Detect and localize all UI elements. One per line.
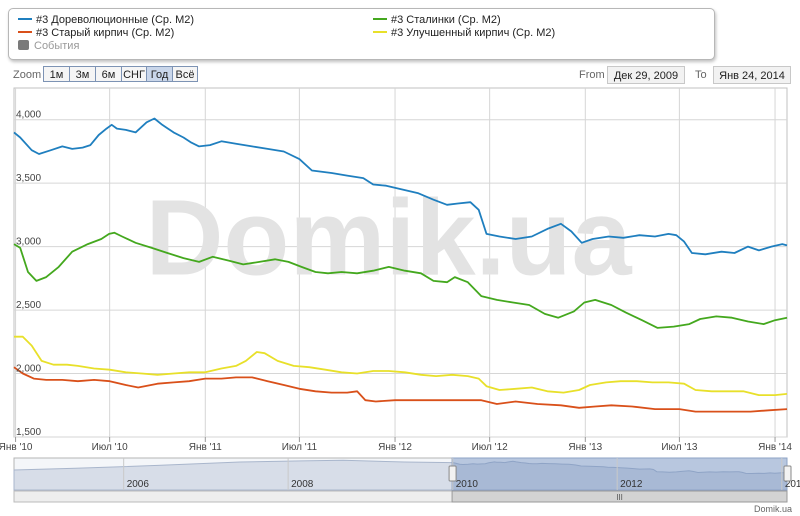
to-label: To (695, 69, 707, 81)
from-date-input[interactable]: Дек 29, 2009 (607, 66, 685, 84)
x-tick-label: Янв '14 (758, 442, 792, 453)
legend-swatch (18, 31, 32, 34)
x-tick-label: Янв '10 (0, 442, 33, 453)
x-tick-label: Июл '13 (661, 442, 698, 453)
x-tick-label: Июл '11 (282, 442, 318, 453)
navigator-handle[interactable] (448, 465, 457, 482)
series-line (14, 335, 788, 396)
legend-swatch (373, 18, 387, 21)
zoom-button[interactable]: 6м (95, 66, 122, 82)
legend-item-dorevolutsionnye[interactable]: #3 Дореволюционные (Ср. М2) (18, 14, 194, 27)
y-tick-label: 3,000 (16, 237, 41, 248)
watermark: Domik.ua (145, 177, 632, 298)
x-tick-label: Июл '12 (472, 442, 509, 453)
from-label: From (579, 69, 605, 81)
scrollbar-thumb[interactable] (451, 490, 788, 503)
y-tick-label: 3,500 (16, 173, 41, 184)
legend-label: События (34, 40, 80, 52)
navigator-label: 2012 (620, 479, 643, 490)
x-tick-label: Июл '10 (92, 442, 129, 453)
legend-label: #3 Дореволюционные (Ср. М2) (36, 14, 195, 26)
scrollbar-grip: III (616, 493, 623, 502)
y-tick-label: 2,500 (16, 300, 41, 311)
zoom-button[interactable]: СНГ (121, 66, 147, 82)
series-line (13, 366, 788, 413)
navigator-label: 2008 (291, 479, 314, 490)
legend-label: #3 Сталинки (Ср. М2) (391, 14, 501, 26)
x-tick-label: Янв '13 (568, 442, 602, 453)
footer-credit: Domik.ua (753, 504, 792, 514)
x-tick-label: Янв '12 (378, 442, 412, 453)
zoom-button[interactable]: Год (146, 66, 173, 82)
plot-area (13, 87, 788, 438)
legend-label: #3 Улучшенный кирпич (Ср. М2) (391, 27, 556, 39)
legend-swatch (18, 18, 32, 21)
y-tick-label: 1,500 (16, 427, 41, 438)
to-date-input[interactable]: Янв 24, 2014 (713, 66, 791, 84)
navigator-label: 2010 (456, 479, 479, 490)
chart-legend: #3 Дореволюционные (Ср. М2) #3 Сталинки … (8, 8, 715, 60)
navigator-handle[interactable] (783, 465, 792, 482)
legend-item-events[interactable]: События (18, 40, 79, 53)
series-line (13, 231, 788, 329)
legend-item-stalinki[interactable]: #3 Сталинки (Ср. М2) (373, 14, 501, 27)
series-line (13, 117, 788, 256)
navigator-label: 2014 (785, 479, 800, 490)
legend-swatch (373, 31, 387, 34)
range-toolbar: Zoom 1м 3м 6м СНГ Год Всё From Дек 29, 2009 T… (0, 66, 800, 84)
zoom-button[interactable]: Всё (172, 66, 198, 82)
zoom-label: Zoom (13, 69, 42, 81)
x-tick-label: Янв '11 (189, 442, 223, 453)
legend-label: #3 Старый кирпич (Ср. М2) (36, 27, 175, 39)
navigator-label: 2006 (127, 479, 150, 490)
y-tick-label: 4,000 (16, 110, 41, 121)
events-swatch (18, 40, 29, 51)
legend-item-stary-kirpich[interactable]: #3 Старый кирпич (Ср. М2) (18, 27, 174, 40)
navigator-area (13, 459, 788, 491)
y-tick-label: 2,000 (16, 364, 41, 375)
legend-item-uluchshenny-kirpich[interactable]: #3 Улучшенный кирпич (Ср. М2) (373, 27, 555, 40)
